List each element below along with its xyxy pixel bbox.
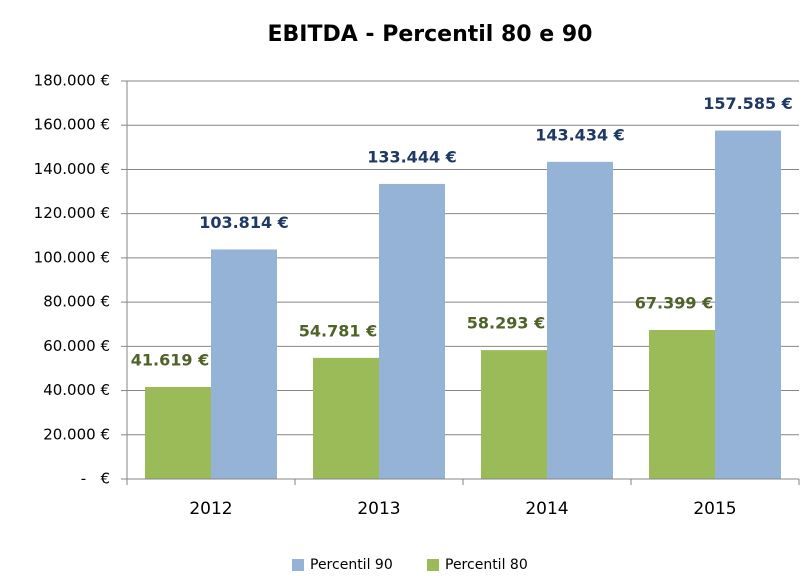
- y-tick-label: 140.000 €: [34, 160, 110, 178]
- y-tick-label: - €: [81, 470, 110, 488]
- bar: [145, 386, 211, 479]
- value-label: 143.434 €: [535, 125, 625, 144]
- bar: [379, 183, 445, 479]
- value-label: 41.619 €: [131, 350, 209, 369]
- value-label: 103.814 €: [199, 213, 289, 232]
- bar: [649, 329, 715, 479]
- y-tick-label: 160.000 €: [34, 116, 110, 134]
- legend-swatch: [292, 559, 304, 571]
- x-tick-label: 2014: [525, 499, 568, 519]
- y-tick-label: 80.000 €: [43, 293, 110, 311]
- legend-swatch: [427, 559, 439, 571]
- value-label: 67.399 €: [635, 293, 713, 312]
- bar: [547, 161, 613, 479]
- bar: [211, 249, 277, 479]
- y-tick-label: 20.000 €: [43, 425, 110, 443]
- bar: [313, 357, 379, 479]
- y-tick-label: 120.000 €: [34, 204, 110, 222]
- value-label: 157.585 €: [703, 94, 793, 113]
- value-label: 58.293 €: [467, 314, 545, 333]
- x-tick-label: 2015: [693, 499, 736, 519]
- legend-label: Percentil 90: [310, 557, 393, 572]
- y-tick-label: 40.000 €: [43, 381, 110, 399]
- bar: [481, 350, 547, 479]
- bar: [715, 130, 781, 479]
- y-tick-label: 100.000 €: [34, 248, 110, 266]
- legend-label: Percentil 80: [445, 557, 528, 572]
- value-label: 54.781 €: [299, 321, 377, 340]
- value-label: 133.444 €: [367, 147, 457, 166]
- chart-title: EBITDA - Percentil 80 e 90: [268, 22, 593, 47]
- x-tick-label: 2012: [189, 499, 232, 519]
- y-tick-label: 180.000 €: [34, 72, 110, 90]
- y-tick-label: 60.000 €: [43, 337, 110, 355]
- x-tick-label: 2013: [357, 499, 400, 519]
